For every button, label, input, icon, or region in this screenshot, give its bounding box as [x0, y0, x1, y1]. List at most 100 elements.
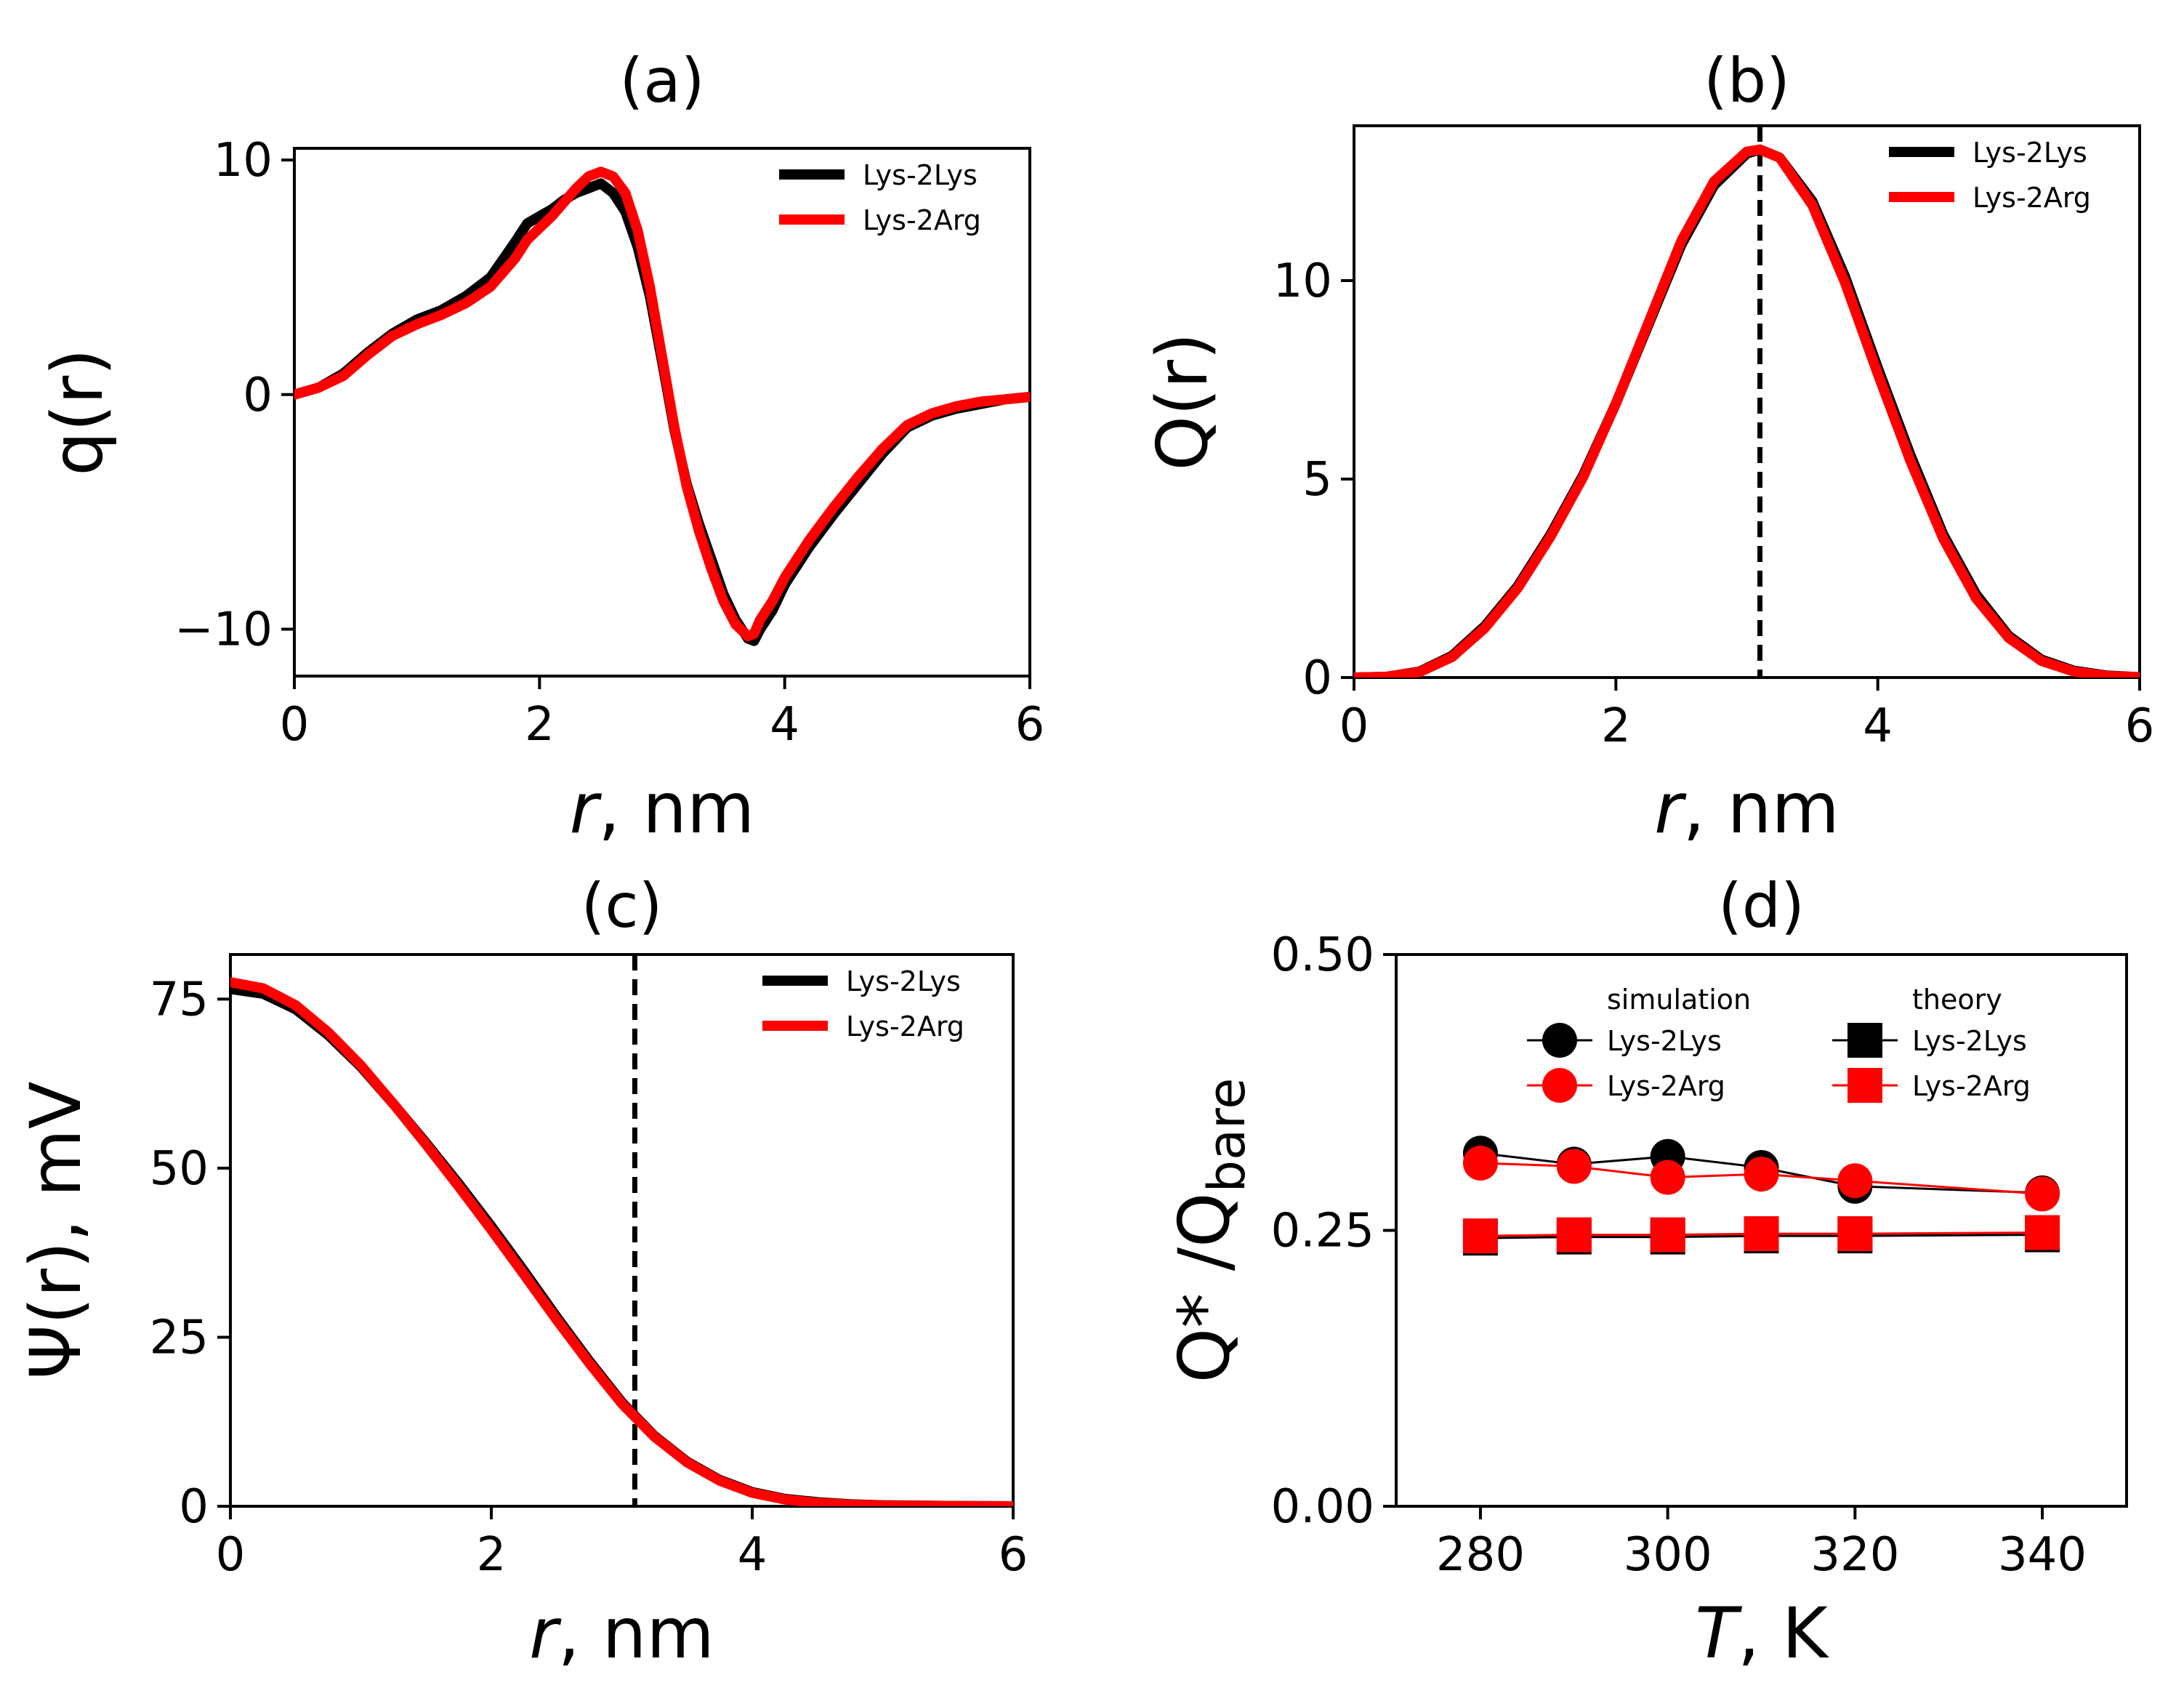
legend-swatch-marker: [1542, 1068, 1577, 1103]
x-tick-label: 300: [1624, 1528, 1712, 1582]
x-axis-label-unit: , K: [1738, 1593, 1829, 1674]
x-tick-label: 280: [1436, 1528, 1525, 1582]
x-tick-label: 4: [770, 698, 799, 752]
x-tick-label: 6: [2125, 699, 2155, 753]
y-tick-label: 0.50: [1271, 928, 1375, 982]
y-axis-label-text: q(r): [37, 348, 118, 475]
y-tick-label: 0: [1302, 651, 1332, 705]
y-axis-label: Ψ(r), mV: [15, 1081, 97, 1379]
y-axis-label-text: Q* /Q: [1164, 1192, 1245, 1383]
x-tick-label: 0: [280, 698, 310, 752]
legend-label: Lys-2Arg: [1607, 1070, 1725, 1102]
x-tick-label: 4: [1863, 699, 1893, 753]
y-tick-label: 0.25: [1271, 1205, 1375, 1258]
plot-frame: [293, 147, 1031, 678]
x-axis-label-variable: T: [1695, 1593, 1742, 1674]
x-axis-label-variable: r: [529, 1593, 562, 1674]
x-tick-label: 4: [738, 1528, 767, 1582]
x-axis-label-unit: , nm: [598, 768, 754, 849]
legend-label: Lys-2Lys: [846, 965, 961, 997]
legend-label: Lys-2Lys: [1912, 1025, 2027, 1057]
legend-label: Lys-2Lys: [1973, 137, 2087, 169]
y-tick-label: −10: [174, 603, 273, 656]
y-tick-label: 0: [179, 1480, 209, 1534]
x-tick-label: 2: [477, 1528, 507, 1582]
series-group: [230, 977, 1013, 1506]
y-tick-label: 0: [243, 369, 273, 422]
series-group: [294, 166, 1030, 646]
chart-title: (b): [1704, 45, 1790, 116]
chart-title: (c): [581, 870, 663, 941]
series-line-lys-2arg: [1354, 144, 2140, 678]
x-axis-label: r, nm: [529, 1593, 714, 1674]
series-line-lys-2arg: [230, 977, 1013, 1506]
data-point-simulation-lys-2arg: [1744, 1157, 1779, 1192]
legend-heading: theory: [1912, 984, 2002, 1016]
x-tick-label: 0: [216, 1528, 246, 1582]
y-axis-label: q(r): [37, 348, 118, 475]
chart-title: (d): [1718, 870, 1805, 941]
data-point-simulation-lys-2arg: [1556, 1149, 1592, 1184]
x-axis-label-variable: r: [1654, 768, 1687, 849]
x-tick-label: 6: [999, 1528, 1028, 1582]
legend-swatch-marker: [1847, 1023, 1882, 1058]
y-tick-label: 5: [1302, 453, 1332, 507]
panel-d: (d) 280 300 320 340 0.00 0.25 0.50 T, K Q* /Qbare…: [1164, 870, 2128, 1674]
y-axis-label-text: Ψ(r), mV: [15, 1081, 97, 1379]
x-axis-label: r, nm: [570, 768, 755, 849]
legend-swatch-marker: [1542, 1023, 1577, 1058]
series-line-lys-2lys: [1354, 144, 2140, 678]
series-group: [1354, 144, 2140, 678]
y-tick-label: 0.00: [1271, 1480, 1375, 1534]
legend-label: Lys-2Lys: [1607, 1025, 1722, 1057]
y-axis-label-subscript: bare: [1197, 1078, 1257, 1193]
x-tick-label: 6: [1015, 698, 1045, 752]
series-line-lys-2arg: [294, 166, 1030, 642]
legend-heading: simulation: [1607, 984, 1751, 1016]
x-axis-label-variable: r: [570, 768, 603, 849]
x-axis-label-unit: , nm: [1683, 768, 1840, 849]
panel-b: (b) 0 2 4 6 0 5 10 r, nm Q(r) Lys-2Lys Lys-2Arg: [1142, 45, 2154, 849]
y-axis-label-text: Q(r): [1142, 333, 1223, 471]
legend-label: Lys-2Lys: [863, 159, 978, 191]
x-tick-label: 340: [1998, 1528, 2087, 1582]
data-point-theory-lys-2arg: [1556, 1217, 1592, 1253]
y-tick-label: 50: [150, 1142, 209, 1196]
data-point-simulation-lys-2arg: [1650, 1160, 1685, 1195]
series-group: [1462, 1136, 2060, 1256]
data-point-simulation-lys-2arg: [1462, 1145, 1498, 1181]
x-axis-label: r, nm: [1654, 768, 1840, 849]
data-point-theory-lys-2arg: [1462, 1218, 1498, 1254]
panel-c: (c) 0 2 4 6 0 25 50 75 r, nm Ψ(r), mV Lys-2Lys Lys-2…: [15, 870, 1028, 1674]
legend-label: Lys-2Arg: [1973, 182, 2091, 214]
x-tick-label: 2: [525, 698, 555, 752]
series-line-lys-2lys: [230, 984, 1013, 1506]
data-point-theory-lys-2arg: [1650, 1217, 1685, 1253]
y-tick-label: 10: [1273, 254, 1332, 308]
legend-label: Lys-2Arg: [1912, 1070, 2031, 1102]
y-tick-label: 25: [150, 1311, 209, 1365]
chart-title: (a): [619, 45, 704, 116]
y-axis-label: Q(r): [1142, 333, 1223, 471]
data-point-theory-lys-2arg: [2025, 1215, 2060, 1250]
plot-frame: [1353, 124, 2141, 679]
y-tick-label: 75: [150, 973, 209, 1026]
y-axis-label: Q* /Qbare: [1164, 1078, 1257, 1383]
y-tick-label: 10: [214, 134, 273, 188]
legend-label: Lys-2Arg: [846, 1010, 964, 1042]
legend-swatch-marker: [1847, 1068, 1882, 1103]
x-axis-label: T, K: [1695, 1593, 1829, 1674]
x-tick-label: 320: [1810, 1528, 1899, 1582]
data-point-theory-lys-2arg: [1837, 1216, 1873, 1252]
x-tick-label: 2: [1601, 699, 1631, 753]
data-point-simulation-lys-2arg: [1837, 1163, 1873, 1199]
plot-frame: [229, 953, 1015, 1508]
data-point-theory-lys-2arg: [1744, 1216, 1779, 1252]
data-point-simulation-lys-2arg: [2025, 1176, 2060, 1212]
legend-label: Lys-2Arg: [863, 204, 981, 236]
x-axis-label-unit: , nm: [558, 1593, 714, 1674]
x-tick-label: 0: [1339, 699, 1369, 753]
series-line-lys-2lys: [294, 178, 1030, 646]
